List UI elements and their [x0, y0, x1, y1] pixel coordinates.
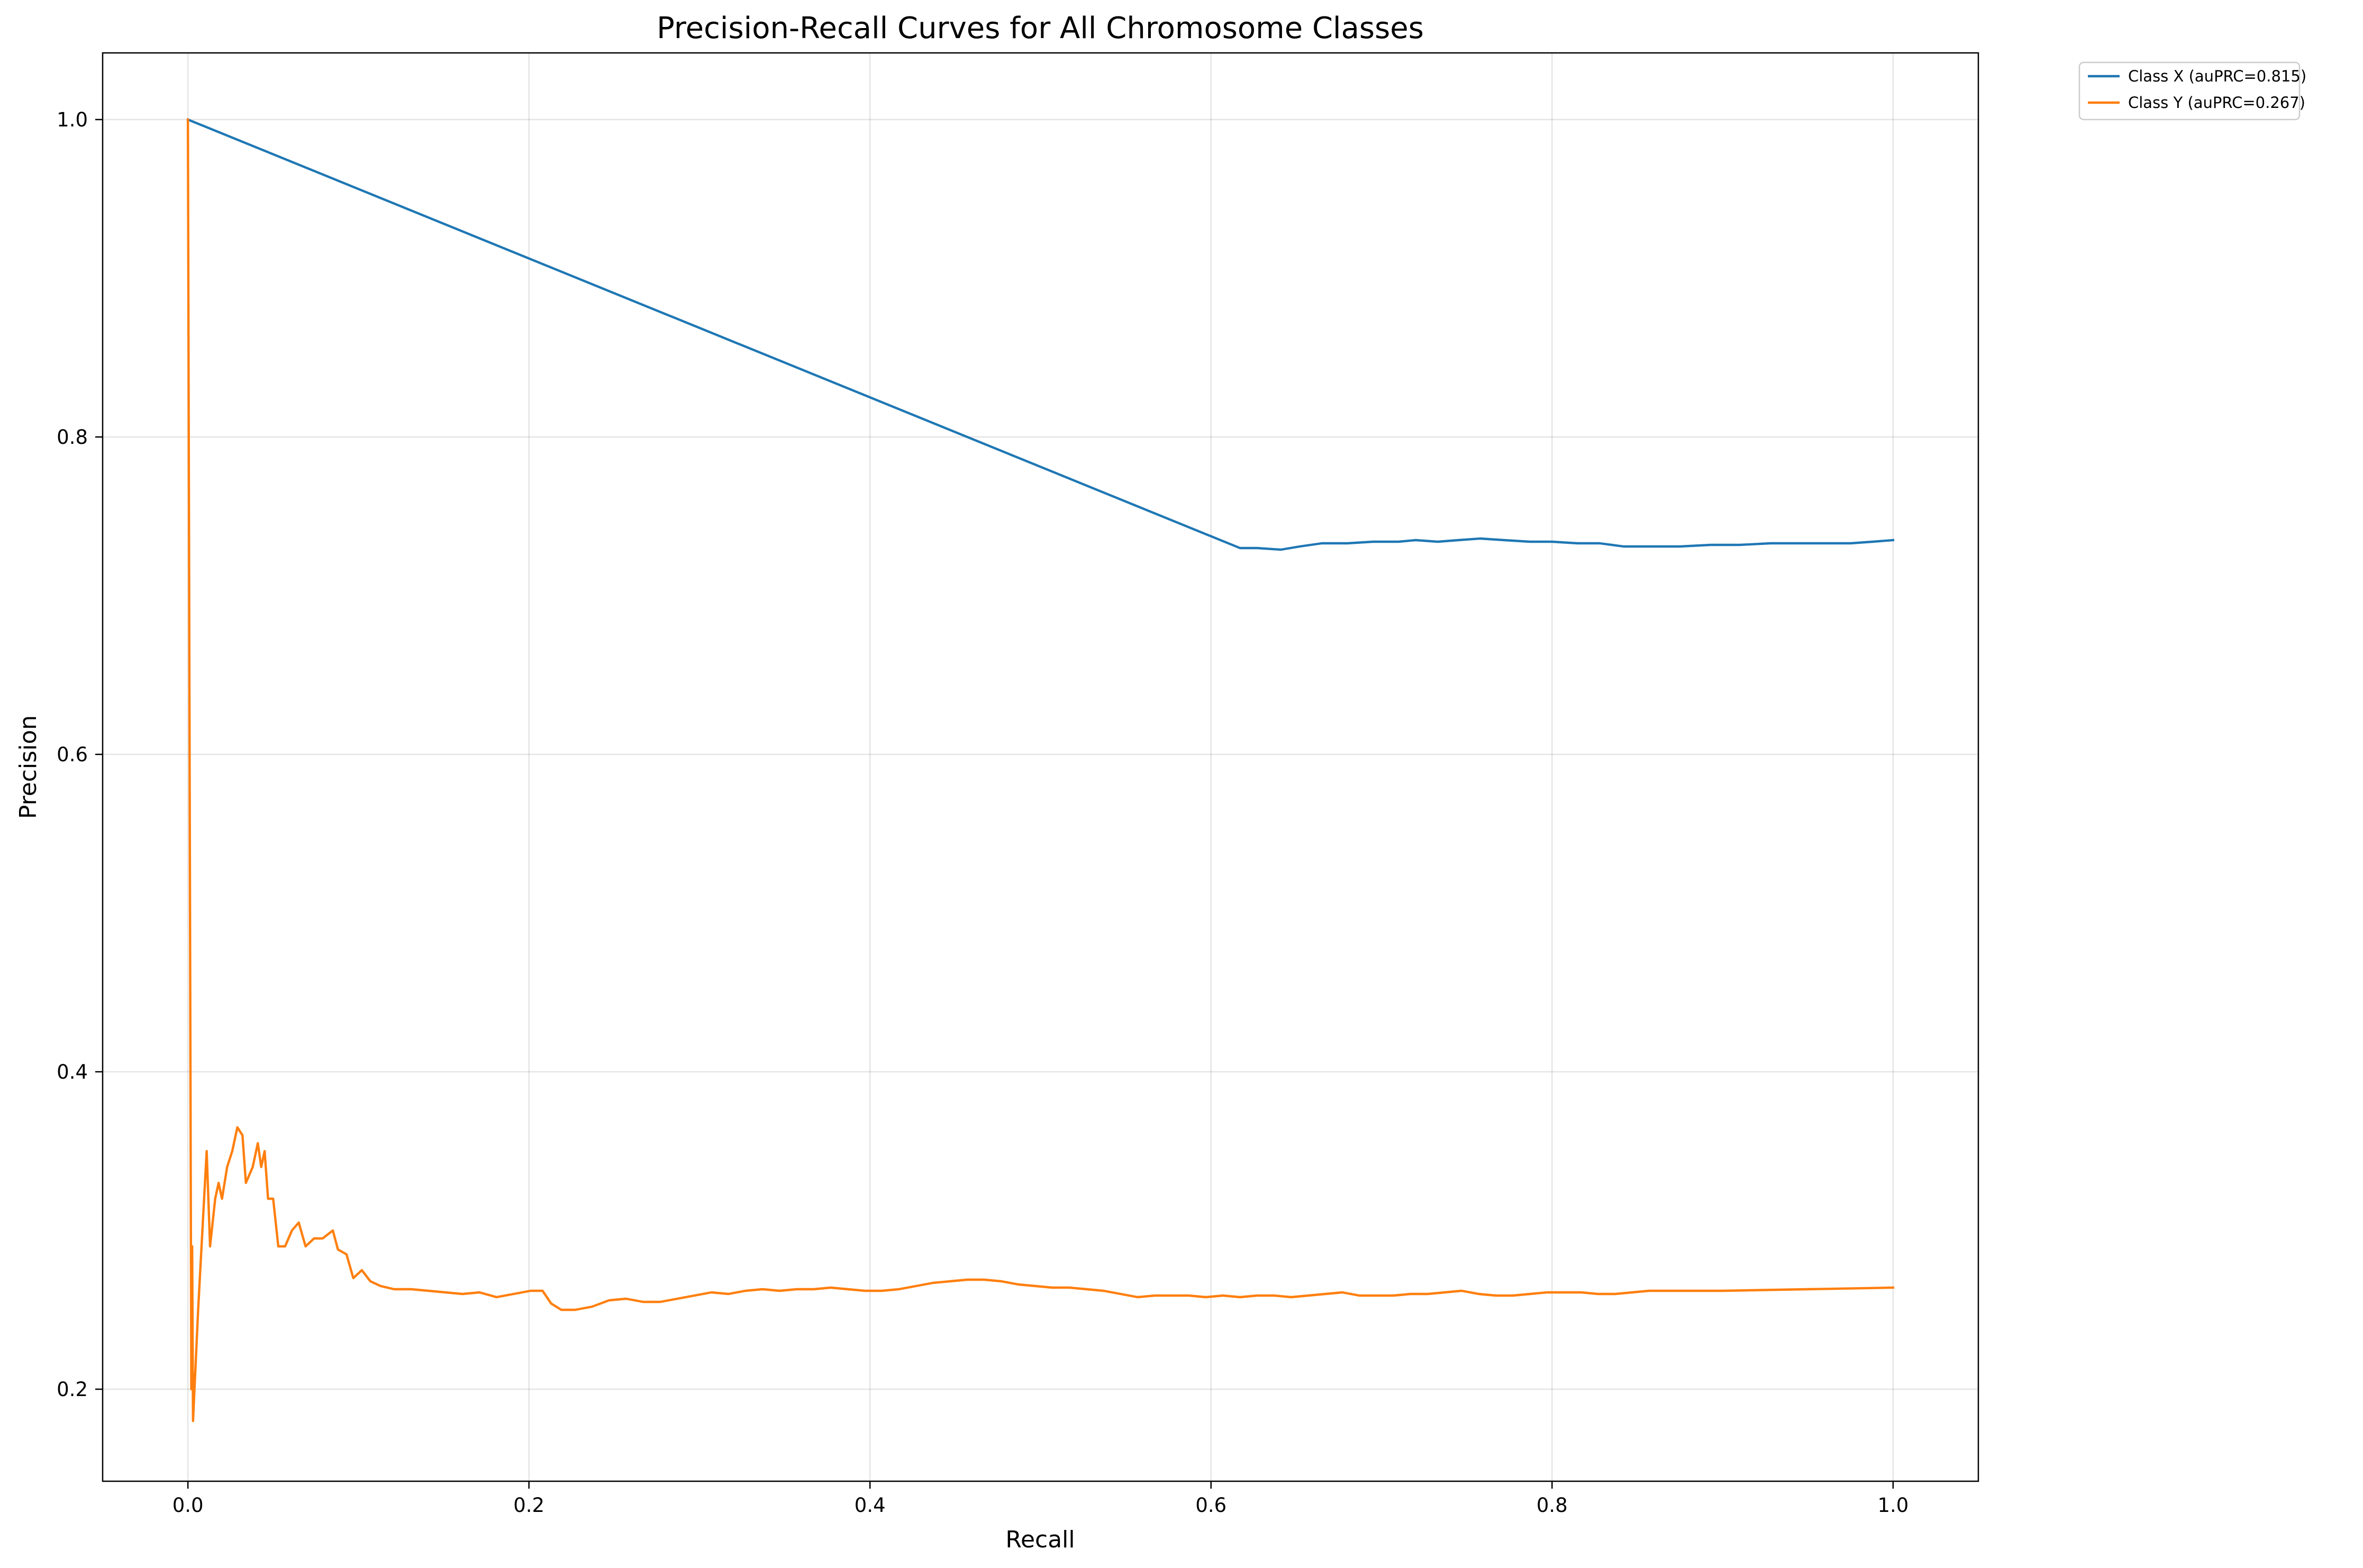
x-tick-label: 1.0: [1877, 1494, 1908, 1517]
x-tick-label: 0.8: [1537, 1494, 1568, 1517]
plot-area-background: [103, 53, 1978, 1481]
legend-label-class-y: Class Y (auPRC=0.267): [2128, 94, 2305, 112]
plot-frame: [102, 52, 1979, 1482]
x-tick-label: 0.2: [513, 1494, 544, 1517]
legend-label-class-x: Class X (auPRC=0.815): [2128, 67, 2306, 85]
y-tick-label: 0.8: [57, 426, 88, 449]
y-tick-label: 0.2: [57, 1378, 88, 1401]
y-axis-label: Precision: [15, 715, 42, 819]
tick-layer: 0.0 0.2 0.4 0.6 0.8 1.0 0.2 0.4 0.6 0.8 1.0: [57, 108, 1908, 1517]
series-line-class-x: [186, 118, 1895, 551]
series-line-class-y: [186, 118, 1895, 1423]
series-layer: [186, 118, 1895, 1423]
x-tick-label: 0.4: [855, 1494, 886, 1517]
x-axis-label: Recall: [1005, 1526, 1075, 1553]
x-tick-label: 0.6: [1195, 1494, 1226, 1517]
y-tick-label: 1.0: [57, 108, 88, 131]
grid-layer: [103, 53, 1978, 1481]
y-tick-label: 0.4: [57, 1061, 88, 1083]
chart-title: Precision-Recall Curves for All Chromoso…: [657, 11, 1424, 45]
legend: Class X (auPRC=0.815) Class Y (auPRC=0.2…: [2078, 61, 2306, 121]
x-tick-label: 0.0: [172, 1494, 204, 1517]
y-tick-label: 0.6: [57, 743, 88, 766]
legend-box: [2078, 61, 2301, 121]
